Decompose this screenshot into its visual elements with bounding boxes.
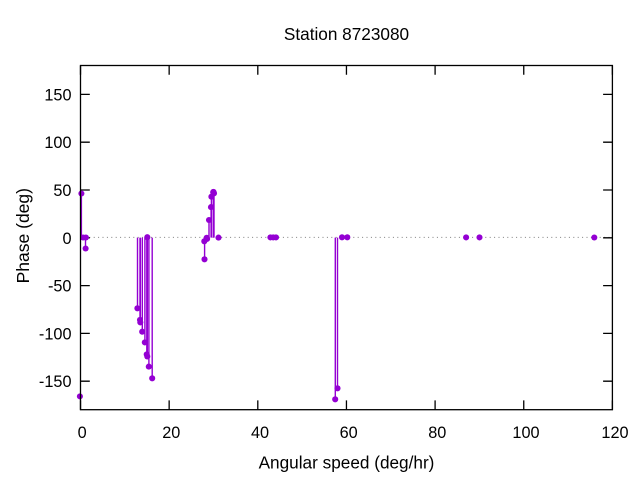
svg-text:0: 0 xyxy=(78,424,87,442)
svg-text:50: 50 xyxy=(53,182,71,200)
svg-text:80: 80 xyxy=(428,424,446,442)
svg-text:150: 150 xyxy=(44,86,71,104)
svg-text:Phase (deg): Phase (deg) xyxy=(13,188,33,283)
svg-text:Angular speed (deg/hr): Angular speed (deg/hr) xyxy=(259,453,435,473)
svg-text:-150: -150 xyxy=(39,373,72,391)
svg-text:100: 100 xyxy=(44,134,71,152)
svg-text:100: 100 xyxy=(512,424,539,442)
svg-text:Station 8723080: Station 8723080 xyxy=(284,24,409,44)
svg-text:120: 120 xyxy=(601,424,628,442)
svg-text:-100: -100 xyxy=(39,325,72,343)
svg-text:0: 0 xyxy=(62,230,71,248)
svg-text:40: 40 xyxy=(251,424,269,442)
svg-text:-50: -50 xyxy=(48,278,72,296)
svg-text:20: 20 xyxy=(162,424,180,442)
svg-text:60: 60 xyxy=(340,424,358,442)
